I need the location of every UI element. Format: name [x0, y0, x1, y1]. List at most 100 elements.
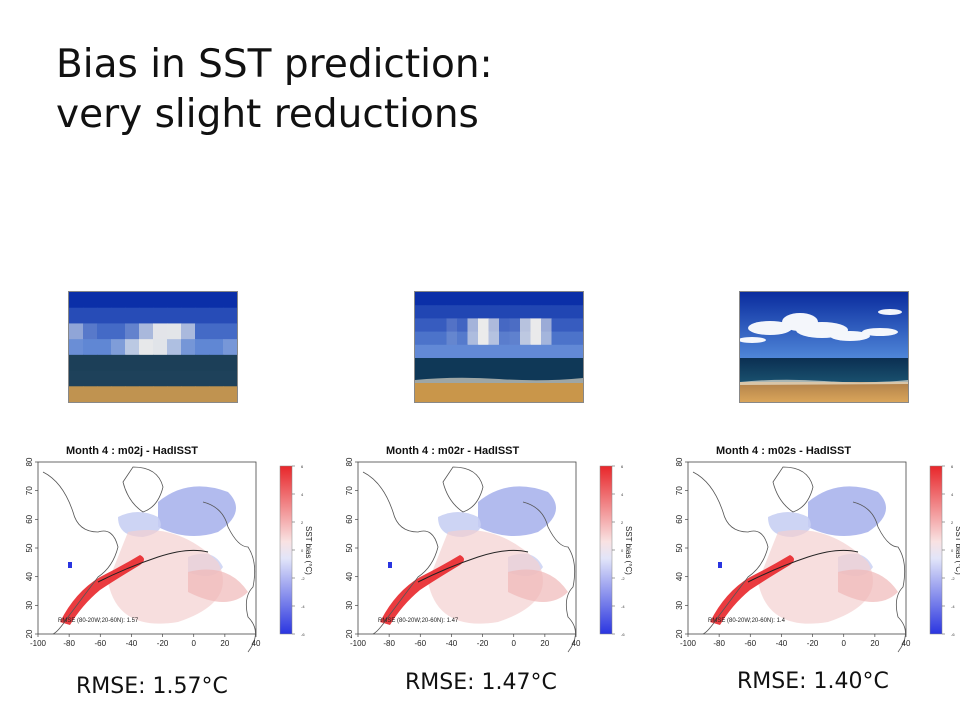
rmse-inset-label: RMSE (80-20W;20-60N): 1.57 — [58, 618, 139, 624]
europe-africa-coastline — [852, 501, 906, 653]
colorbar-tick-label: -6 — [301, 632, 305, 637]
slide-title-line-2: very slight reductions — [56, 92, 479, 137]
colorbar-tick-label: -4 — [301, 604, 305, 609]
bias-map-panel-3: Month 4 : m02s - HadISST RMSE (80-20W;20-… — [668, 436, 960, 654]
x-tick-label: 40 — [902, 639, 911, 648]
cool-bias-spot — [68, 562, 72, 568]
rmse-caption-1: RMSE: 1.57°C — [76, 674, 228, 699]
colorbar-tick-label: 2 — [301, 520, 304, 525]
warm-bias-region — [188, 569, 248, 602]
x-tick-label: -20 — [477, 639, 489, 648]
map-title: Month 4 : m02s - HadISST — [716, 445, 851, 457]
cool-bias-region — [808, 486, 886, 536]
y-tick-label: 60 — [25, 514, 34, 523]
zero-contour — [97, 549, 209, 583]
y-tick-label: 40 — [345, 572, 354, 581]
greenland-coastline — [122, 466, 164, 513]
x-tick-label: -80 — [63, 639, 75, 648]
greenland-coastline — [772, 466, 814, 513]
warm-bias-region — [428, 530, 543, 624]
colorbar-tick-label: 0 — [951, 548, 954, 553]
x-tick-label: -40 — [446, 639, 458, 648]
warm-bias-region — [508, 569, 568, 602]
warm-bias-region — [838, 569, 898, 602]
colorbar-tick-label: 4 — [951, 492, 954, 497]
x-tick-label: -40 — [776, 639, 788, 648]
map-title: Month 4 : m02r - HadISST — [386, 445, 520, 457]
colorbar-tick-label: -6 — [951, 632, 955, 637]
rmse-caption-2: RMSE: 1.47°C — [405, 670, 557, 695]
x-tick-label: -60 — [745, 639, 757, 648]
colorbar-tick-label: 6 — [951, 464, 954, 469]
colorbar — [599, 465, 613, 635]
x-tick-label: 20 — [220, 639, 229, 648]
slide-title-line-1: Bias in SST prediction: — [56, 42, 493, 87]
gulf-stream-warm-bias — [710, 555, 794, 625]
y-tick-label: 20 — [675, 629, 684, 638]
seascape-photo-3-image — [740, 292, 908, 402]
colorbar-tick-label: -6 — [621, 632, 625, 637]
colorbar-tick-label: 4 — [301, 492, 304, 497]
x-tick-label: -80 — [383, 639, 395, 648]
y-tick-label: 80 — [345, 457, 354, 466]
north-america-coastline — [692, 471, 769, 635]
y-tick-label: 60 — [675, 514, 684, 523]
y-tick-label: 80 — [675, 457, 684, 466]
bias-map-panel-1: Month 4 : m02j - HadISST RMSE (80-20W;20-… — [18, 436, 328, 654]
y-tick-label: 20 — [345, 629, 354, 638]
y-tick-label: 50 — [675, 543, 684, 552]
colorbar-tick-label: 6 — [301, 464, 304, 469]
zero-contour — [417, 549, 529, 583]
y-tick-label: 80 — [25, 457, 34, 466]
y-tick-label: 30 — [345, 600, 354, 609]
y-tick-label: 30 — [675, 600, 684, 609]
seascape-photo-1 — [68, 291, 238, 403]
colorbar-tick-label: -2 — [621, 576, 625, 581]
x-tick-label: -80 — [713, 639, 725, 648]
rmse-caption-3: RMSE: 1.40°C — [737, 669, 889, 694]
x-tick-label: 0 — [841, 639, 846, 648]
cool-bias-region — [478, 486, 556, 536]
seascape-photo-2 — [414, 291, 584, 403]
y-tick-label: 60 — [345, 514, 354, 523]
colorbar-tick-label: 2 — [951, 520, 954, 525]
colorbar-label: SST bias (°C) — [954, 526, 960, 575]
map-title: Month 4 : m02j - HadISST — [66, 445, 198, 457]
warm-bias-region — [108, 530, 223, 624]
y-tick-label: 40 — [25, 572, 34, 581]
colorbar-tick-label: -4 — [951, 604, 955, 609]
cool-bias-spot — [718, 562, 722, 568]
y-tick-label: 70 — [345, 486, 354, 495]
cool-bias-spot — [388, 562, 392, 568]
x-tick-label: -100 — [680, 639, 697, 648]
rmse-inset-label: RMSE (80-20W;20-60N): 1.47 — [378, 618, 459, 624]
slide-title: Bias in SST prediction: very slight redu… — [56, 40, 576, 140]
x-tick-label: -60 — [95, 639, 107, 648]
colorbar-label: SST bias (°C) — [304, 526, 313, 575]
greenland-coastline — [442, 466, 484, 513]
y-tick-label: 30 — [25, 600, 34, 609]
zero-contour — [747, 549, 859, 583]
x-tick-label: 40 — [572, 639, 581, 648]
colorbar-tick-label: -2 — [301, 576, 305, 581]
north-america-coastline — [42, 471, 119, 635]
seascape-photo-2-image — [415, 292, 583, 402]
y-tick-label: 50 — [345, 543, 354, 552]
x-tick-label: -40 — [126, 639, 138, 648]
gulf-stream-warm-bias — [380, 555, 464, 625]
colorbar — [279, 465, 293, 635]
y-tick-label: 40 — [675, 572, 684, 581]
x-tick-label: 20 — [870, 639, 879, 648]
europe-africa-coastline — [202, 501, 256, 653]
y-tick-label: 20 — [25, 629, 34, 638]
colorbar-tick-label: 6 — [621, 464, 624, 469]
europe-africa-coastline — [522, 501, 576, 653]
bias-map-panel-2: Month 4 : m02r - HadISST RMSE (80-20W;20-… — [338, 436, 648, 654]
seascape-photo-1-image — [69, 292, 237, 402]
gulf-stream-warm-bias — [60, 555, 144, 625]
x-tick-label: -60 — [415, 639, 427, 648]
x-tick-label: 40 — [252, 639, 261, 648]
x-tick-label: -100 — [30, 639, 47, 648]
colorbar-tick-label: 4 — [621, 492, 624, 497]
x-tick-label: 0 — [511, 639, 516, 648]
